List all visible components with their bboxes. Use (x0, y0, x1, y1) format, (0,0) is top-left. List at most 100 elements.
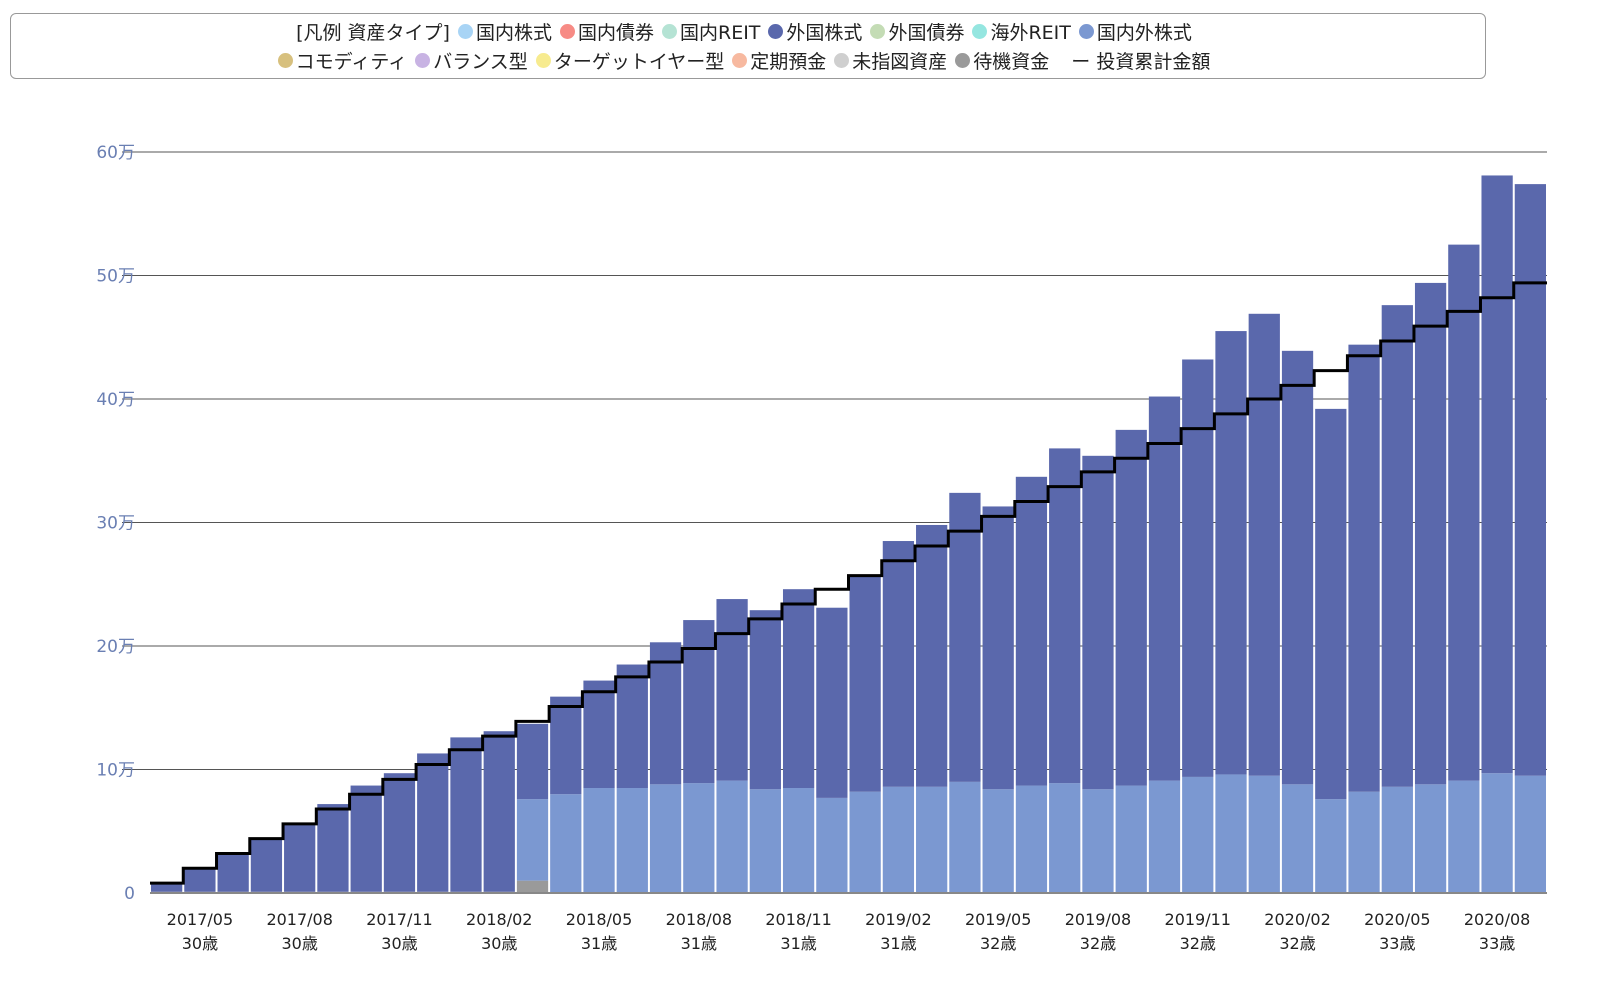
y-tick-label: 30万 (96, 514, 135, 534)
bar-segment (1215, 774, 1247, 893)
bar-segment (1049, 783, 1081, 893)
legend-line-symbol: ー (1071, 51, 1091, 73)
x-tick-date: 2019/08 (1065, 910, 1131, 929)
bar-segment (1481, 773, 1513, 893)
x-tick-age: 30歳 (281, 934, 317, 953)
legend-swatch (732, 53, 748, 68)
bar-segment (882, 786, 915, 893)
legend-item: 定期預金 (732, 47, 826, 74)
legend-row-2: コモディティ バランス型 ターゲットイヤー型 定期預金 未指図資産 待機資金ー投資累計金額 (11, 47, 1485, 74)
legend-row-1: [凡例 資産タイプ] 国内株式 国内債券 国内REIT 外国株式 外国債券 海外REIT 国… (11, 18, 1485, 45)
legend-label: バランス型 (433, 51, 528, 73)
cumulative-investment-line (150, 281, 1547, 885)
bar-segment (649, 784, 682, 893)
bar-segment (516, 723, 549, 800)
bar-segment (583, 680, 615, 789)
x-tick-age: 32歳 (1080, 934, 1116, 953)
legend-swatch (955, 53, 971, 68)
legend-swatch (457, 24, 473, 39)
legend-item: 国内外株式 (1078, 18, 1192, 45)
bar-segment (1082, 455, 1114, 790)
x-tick-date: 2018/11 (765, 910, 831, 929)
bar-segment (184, 868, 216, 892)
legend-item: 未指図資産 (834, 47, 947, 74)
bar-segment (716, 780, 748, 893)
legend-swatch (972, 24, 988, 39)
legend-item: 国内債券 (559, 18, 654, 45)
legend-item: コモディティ (277, 47, 408, 74)
bar-segment (417, 753, 449, 892)
x-tick-date: 2019/05 (965, 910, 1031, 929)
legend-item: 待機資金 (955, 47, 1049, 74)
x-tick-date: 2020/05 (1364, 910, 1430, 929)
bar-segment (649, 642, 682, 785)
bar-segment (916, 786, 948, 893)
legend-label: 外国債券 (888, 22, 965, 44)
cumulative-line-layer (150, 281, 1547, 885)
y-tick-label: 0 (124, 884, 135, 904)
bar-segment (782, 589, 815, 789)
bar-segment (1448, 244, 1480, 781)
bar-segment (516, 880, 549, 893)
x-tick-date: 2017/11 (366, 910, 432, 929)
x-tick-date: 2020/08 (1464, 910, 1530, 929)
bar-segment (982, 789, 1014, 893)
legend-label: コモディティ (295, 51, 408, 73)
y-tick-label: 10万 (96, 761, 135, 781)
bar-segment (350, 785, 382, 892)
x-tick-age: 30歳 (481, 934, 517, 953)
x-tick-age: 32歳 (980, 934, 1016, 953)
x-tick-age: 30歳 (381, 934, 417, 953)
bar-segment (450, 737, 482, 892)
bar-segment (317, 804, 349, 892)
bar-segment (1115, 429, 1147, 786)
x-tick-date: 2019/02 (865, 910, 931, 929)
bar-segment (683, 783, 715, 893)
bar-segment (1182, 776, 1214, 893)
bar-segment (250, 838, 283, 892)
legend-swatch (559, 24, 575, 39)
legend-label: 定期預金 (750, 51, 827, 73)
x-tick-age: 32歳 (1180, 934, 1216, 953)
legend-swatch (415, 53, 431, 68)
bar-segment (1414, 282, 1447, 785)
legend-swatch (535, 53, 551, 68)
bar-segment (1115, 785, 1147, 893)
bar-segment (1315, 408, 1347, 800)
bar-segment (1381, 786, 1413, 893)
legend-label: 国内外株式 (1096, 22, 1192, 44)
x-tick-date: 2017/08 (266, 910, 332, 929)
bar-segment (383, 773, 416, 892)
x-tick-age: 32歳 (1279, 934, 1315, 953)
bar-segment (849, 791, 881, 893)
bar-segment (1348, 344, 1380, 792)
bar-segment (1481, 175, 1513, 774)
x-tick-age: 31歳 (880, 934, 916, 953)
bar-segment (1348, 791, 1380, 893)
legend-swatch (277, 53, 293, 68)
x-tick-age: 31歳 (581, 934, 617, 953)
legend-label: 外国株式 (786, 22, 863, 44)
bar-segment (782, 788, 815, 893)
legend-swatch (768, 24, 784, 39)
legend-item: 外国債券 (870, 18, 964, 45)
legend-label: 海外REIT (990, 22, 1071, 44)
bar-segment (1381, 305, 1413, 787)
bar-segment (1148, 396, 1181, 781)
bar-segment (151, 884, 183, 892)
y-tick-label: 60万 (96, 143, 135, 163)
x-tick-date: 2019/11 (1165, 910, 1231, 929)
legend-label: 国内債券 (577, 22, 654, 44)
legend-label: 国内REIT (680, 22, 761, 44)
bar-segment (749, 610, 781, 790)
bar-segment (516, 799, 549, 881)
bar-segment (616, 788, 648, 893)
y-tick-label: 50万 (96, 267, 135, 287)
bar-segment (1015, 785, 1048, 893)
bar-segment (1082, 789, 1114, 893)
legend-swatch (662, 24, 677, 39)
bar-segment (1248, 313, 1280, 776)
legend-item: ターゲットイヤー型 (535, 47, 724, 74)
bar-segment (1414, 784, 1447, 893)
